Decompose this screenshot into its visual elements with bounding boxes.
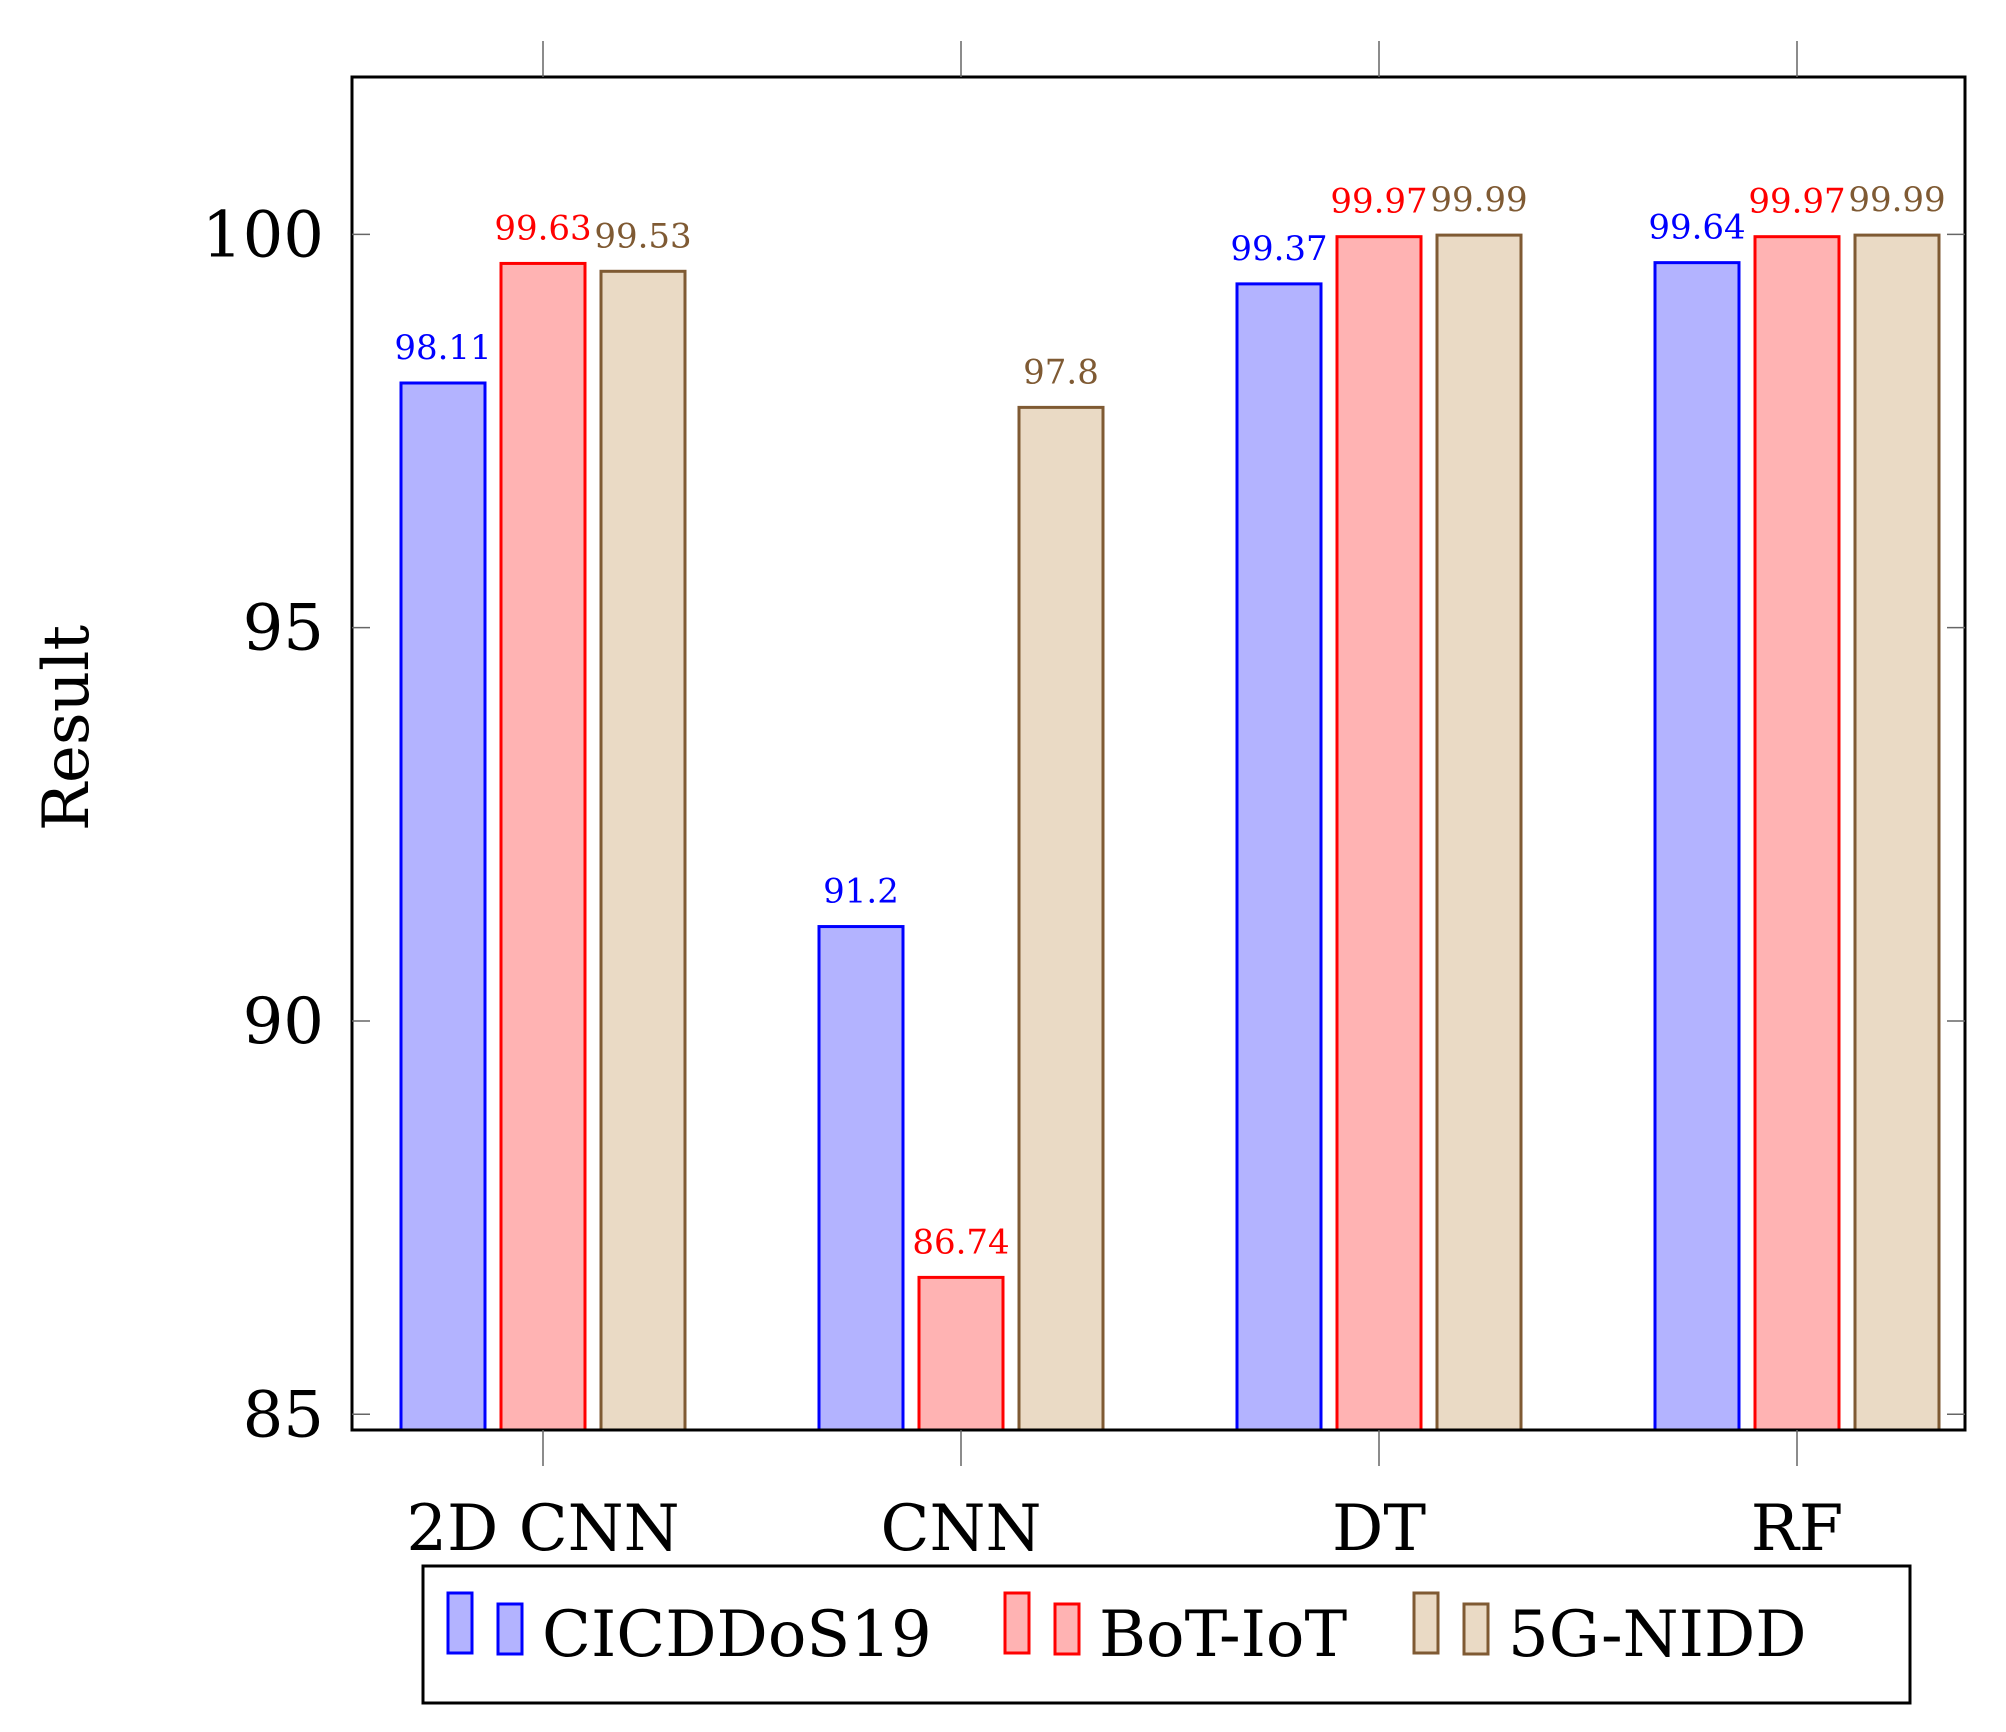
bar-cicddos19 <box>1235 282 1323 1432</box>
bar-5g-nidd <box>1853 233 1941 1432</box>
y-axis-label: Result <box>30 625 104 832</box>
data-label: 99.97 <box>1330 182 1427 222</box>
y-axis: 85 90 95 100 <box>202 198 1965 1452</box>
x-axis: 2D CNN CNN DT RF <box>406 41 1843 1566</box>
y-tick-label: 100 <box>202 198 324 272</box>
legend-label: BoT-IoT <box>1099 1598 1347 1672</box>
bar-cicddos19 <box>817 925 905 1432</box>
legend-swatch-5g-nidd <box>1462 1602 1490 1656</box>
bar-cicddos19 <box>1653 261 1741 1432</box>
bar-bot-iot <box>1753 235 1841 1432</box>
bar-cicddos19 <box>399 381 487 1432</box>
x-tick-label: DT <box>1332 1492 1426 1566</box>
data-label: 98.11 <box>394 328 491 368</box>
data-label: 91.2 <box>823 872 899 912</box>
bar-bot-iot <box>917 1275 1005 1432</box>
data-label: 99.97 <box>1748 182 1845 222</box>
data-label: 86.74 <box>912 1222 1009 1262</box>
y-tick-label: 95 <box>243 592 324 666</box>
data-label: 99.64 <box>1648 208 1745 248</box>
legend-swatch-5g-nidd <box>1412 1591 1440 1655</box>
legend-swatch-bot-iot <box>1003 1591 1031 1655</box>
x-tick-label: 2D CNN <box>406 1492 679 1566</box>
bar-5g-nidd <box>1435 233 1523 1432</box>
legend-box <box>421 1564 1912 1705</box>
data-label: 99.99 <box>1848 180 1945 220</box>
bar-5g-nidd <box>1017 405 1105 1432</box>
bar-bot-iot <box>1335 235 1423 1432</box>
data-label: 97.8 <box>1023 352 1099 392</box>
x-tick-label: CNN <box>881 1492 1042 1566</box>
data-label: 99.53 <box>594 216 691 256</box>
legend-swatch-bot-iot <box>1053 1602 1081 1656</box>
plot-frame <box>350 75 1967 1432</box>
legend-label: CICDDoS19 <box>542 1598 932 1672</box>
data-label: 99.63 <box>494 208 591 248</box>
legend-swatch-cicddos19 <box>446 1591 474 1655</box>
data-label: 99.99 <box>1430 180 1527 220</box>
bars <box>399 233 1941 1432</box>
data-label: 99.37 <box>1230 229 1327 269</box>
legend-label: 5G-NIDD <box>1508 1598 1807 1672</box>
legend: CICDDoS19 BoT-IoT 5G-NIDD <box>421 1564 1912 1705</box>
x-tick-label: RF <box>1751 1492 1844 1566</box>
legend-swatch-cicddos19 <box>496 1602 524 1656</box>
bar-bot-iot <box>499 261 587 1432</box>
bar-5g-nidd <box>599 269 687 1432</box>
y-tick-label: 90 <box>243 985 324 1059</box>
y-tick-label: 85 <box>243 1378 324 1452</box>
